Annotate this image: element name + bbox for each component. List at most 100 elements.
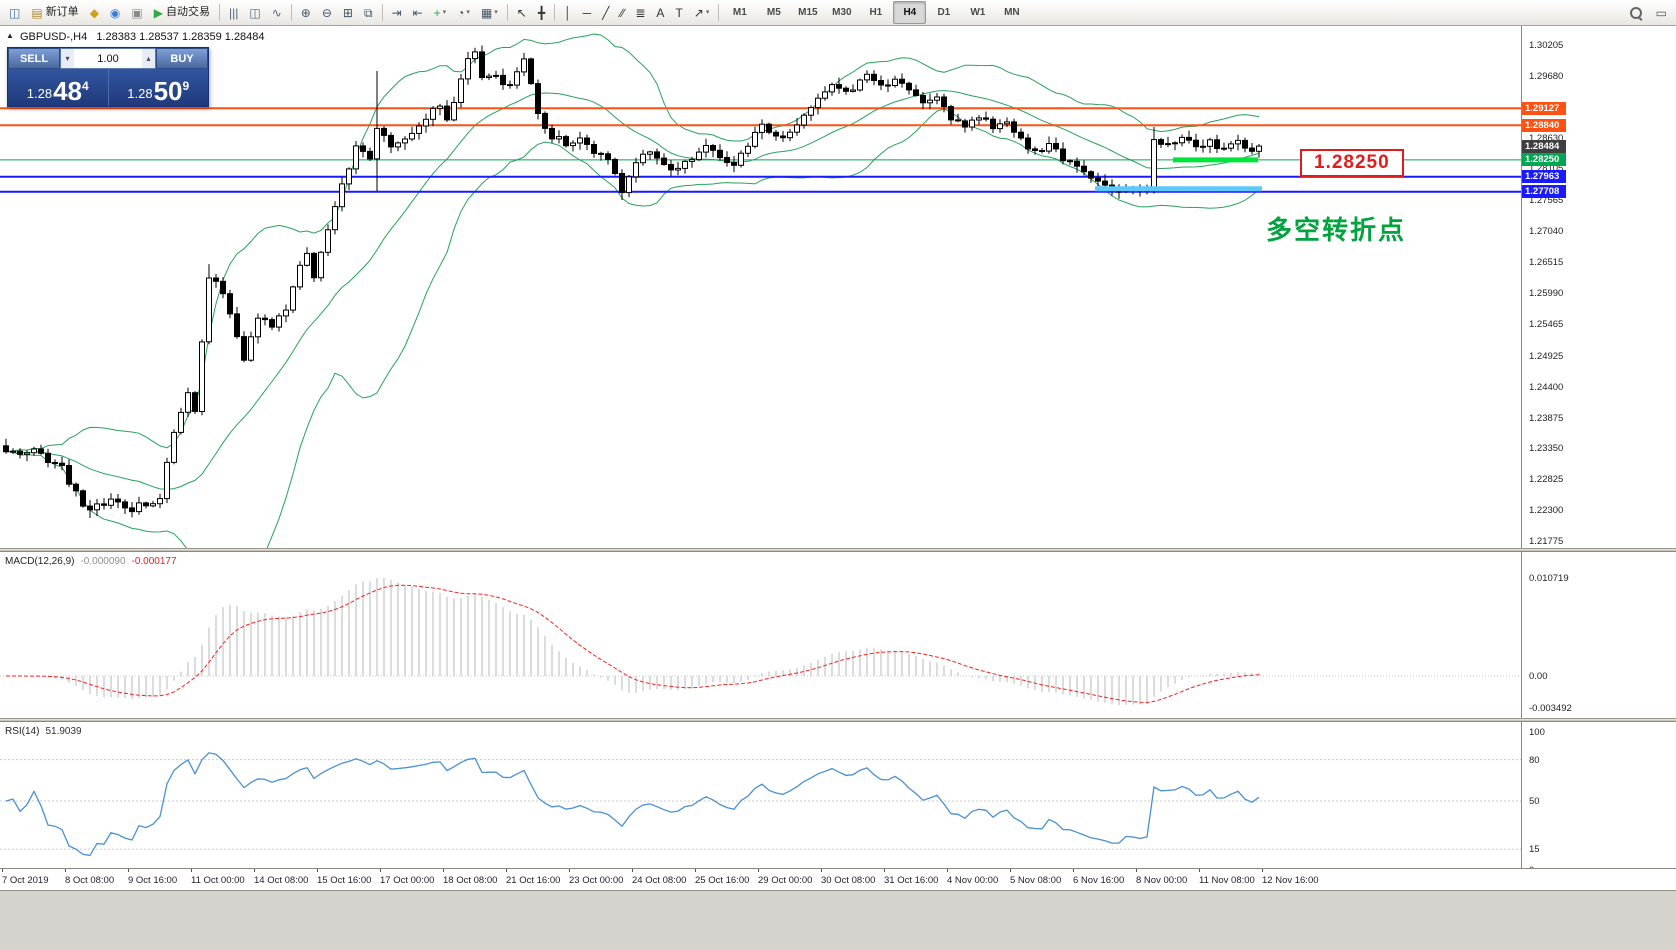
timeframe-w1-button[interactable]: W1 (970, 6, 986, 18)
chat-button[interactable]: ▭ (1651, 1, 1672, 24)
indicators-icon: + (433, 5, 441, 20)
new-order-icon: ▤ (31, 5, 43, 20)
timeframe-m30-button[interactable]: M30 (832, 6, 852, 18)
macd-indicator-label: MACD(12,26,9) -0.000090 -0.000177 (5, 556, 177, 567)
price-axis-tick: 1.27565 (1529, 195, 1564, 206)
time-axis-label: 18 Oct 08:00 (443, 875, 498, 886)
auto-scroll-button[interactable]: ⇥ (387, 1, 407, 24)
volume-increase-button[interactable]: ▴ (142, 49, 155, 68)
arrows-button[interactable]: ↗ ▾ (689, 1, 715, 24)
time-axis-label: 4 Nov 00:00 (947, 875, 999, 886)
horizontal-line-icon: ─ (582, 5, 592, 20)
time-axis-label: 15 Oct 16:00 (317, 875, 372, 886)
buy-price-button[interactable]: 1.28 50 9 (107, 69, 209, 106)
time-axis-label: 31 Oct 16:00 (884, 875, 939, 886)
vertical-line-icon: │ (564, 5, 572, 20)
label-icon: T (675, 5, 683, 20)
sell-button[interactable]: SELL (8, 48, 60, 69)
channel-button[interactable]: ∕∕ (615, 1, 629, 24)
candles-mode-button[interactable]: ◫ (244, 1, 265, 24)
volume-decrease-button[interactable]: ▾ (61, 49, 74, 68)
macd-panel[interactable] (0, 552, 1521, 718)
timeframe-d1-button[interactable]: D1 (937, 6, 951, 18)
chart-symbol-label: GBPUSD-,H4 (20, 31, 88, 43)
price-tag-1.27708: 1.27708 (1522, 185, 1566, 198)
price-callout-label[interactable]: 1.28250 (1300, 149, 1404, 177)
timeframe-m5-button[interactable]: M5 (766, 6, 781, 18)
time-axis-tick (1073, 869, 1074, 872)
timeframe-m15-button[interactable]: M15 (798, 6, 818, 18)
time-axis-tick (380, 869, 381, 872)
metatrader-app-icon[interactable]: ▣ (126, 1, 147, 24)
chart-window-icon-icon: ◫ (9, 5, 21, 20)
price-axis-tick: 1.23350 (1529, 443, 1564, 454)
macd-axis-tick: 0.010719 (1529, 573, 1569, 584)
new-order-button[interactable]: ▤ 新订单 (26, 1, 83, 24)
crosshair-button[interactable]: ╋ (533, 1, 550, 24)
search-button[interactable] (1625, 1, 1647, 24)
timeframe-m1-button[interactable]: M1 (732, 6, 747, 18)
time-axis-tick (2, 869, 3, 872)
new-order-button-label: 新订单 (45, 6, 79, 18)
time-axis-label: 23 Oct 00:00 (569, 875, 624, 886)
fibonacci-icon: ≣ (635, 5, 646, 20)
price-axis-tick: 1.23875 (1529, 413, 1564, 424)
annotation-text[interactable]: 多空转折点 (1266, 215, 1407, 245)
time-axis-label: 30 Oct 08:00 (821, 875, 876, 886)
panel-separator[interactable] (0, 548, 1676, 552)
time-axis-label: 17 Oct 00:00 (380, 875, 435, 886)
bars-mode-icon: ||| (228, 5, 239, 20)
zoom-out-button[interactable]: ⊖ (317, 1, 337, 24)
main-toolbar: ◫ ▤ 新订单 ◆ ◉ ▣ ▶ 自动交易 ||| ◫ ∿ ⊕ ⊖ ⊞ ⧉ ⇥ ⇤ + ▾ ◔ ▾ ▦ ▾ ↖ ╋ │ ─ ╱ ∕∕ ≣ A T… (0, 0, 1676, 26)
time-axis-label: 11 Oct 00:00 (191, 875, 245, 886)
panel-separator[interactable] (0, 718, 1676, 722)
indicators-button[interactable]: + ▾ (429, 1, 452, 24)
toolbar-separator (381, 4, 383, 21)
chat-icon: ▭ (1655, 5, 1667, 20)
chart-title: GBPUSD-,H4 1.28383 1.28537 1.28359 1.284… (20, 31, 265, 43)
trendline-button[interactable]: ╱ (597, 1, 614, 24)
autotrading-button[interactable]: ▶ 自动交易 (149, 1, 215, 24)
time-axis[interactable]: 7 Oct 2019 8 Oct 08:00 9 Oct 16:00 11 Oct 0… (0, 868, 1676, 890)
chart-window-icon[interactable]: ◫ (4, 1, 25, 24)
zoom-in-icon: ⊕ (300, 5, 311, 20)
text-icon: A (656, 5, 665, 20)
price-axis-tick: 1.27040 (1529, 226, 1564, 237)
time-axis-tick (695, 869, 696, 872)
volume-value[interactable]: 1.00 (97, 52, 119, 65)
label-button[interactable]: T (670, 1, 687, 24)
time-axis-tick (65, 869, 66, 872)
timeframe-h1-button[interactable]: H1 (869, 6, 883, 18)
horizontal-line-button[interactable]: ─ (578, 1, 597, 24)
sell-price-button[interactable]: 1.28 48 4 (26, 76, 89, 106)
timeframe-mn-button[interactable]: MN (1004, 6, 1020, 18)
time-axis-tick (1010, 869, 1011, 872)
fibonacci-button[interactable]: ≣ (630, 1, 650, 24)
periods-icon: ◔ (457, 5, 465, 20)
timeframe-h4-button[interactable]: H4 (893, 1, 927, 24)
rsi-line (5, 752, 1260, 857)
rsi-panel[interactable] (0, 722, 1521, 868)
price-axis[interactable]: 1.302051.296801.291551.286301.281051.275… (1521, 26, 1676, 876)
time-axis-tick (632, 869, 633, 872)
cascade-windows-button[interactable]: ⧉ (359, 1, 378, 24)
volume-input[interactable]: ▾ 1.00 ▴ (60, 48, 156, 69)
text-button[interactable]: A (651, 1, 669, 24)
zoom-in-button[interactable]: ⊕ (296, 1, 316, 24)
chart-shift-button[interactable]: ⇤ (408, 1, 428, 24)
bars-mode-button[interactable]: ||| (224, 1, 243, 24)
vertical-line-button[interactable]: │ (559, 1, 577, 24)
buy-button[interactable]: BUY (156, 48, 208, 69)
mql5-market-icon-icon: ◆ (89, 5, 99, 20)
tile-windows-button[interactable]: ⊞ (338, 1, 358, 24)
line-mode-button[interactable]: ∿ (267, 1, 287, 24)
one-click-collapse-arrow[interactable]: ▲ (6, 31, 14, 40)
templates-button[interactable]: ▦ ▾ (476, 1, 503, 24)
mql5-market-icon[interactable]: ◆ (85, 1, 104, 24)
price-chart[interactable] (0, 26, 1521, 548)
time-axis-tick (317, 869, 318, 872)
community-icon[interactable]: ◉ (105, 1, 125, 24)
cursor-button[interactable]: ↖ (512, 1, 532, 24)
periods-button[interactable]: ◔ ▾ (452, 1, 475, 24)
price-tag-1.28484: 1.28484 (1522, 140, 1566, 153)
